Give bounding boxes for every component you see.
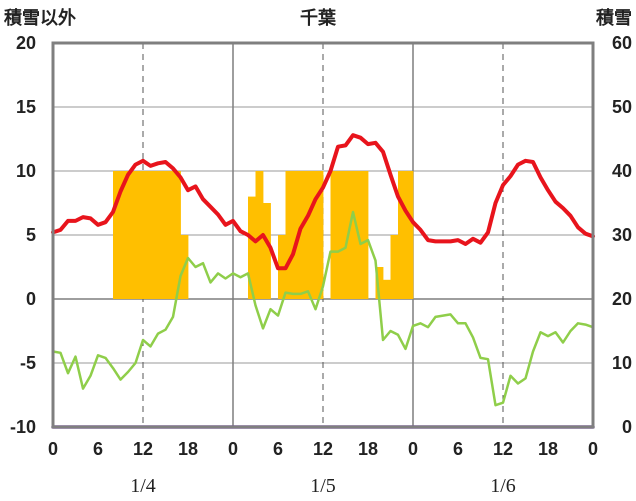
date-label: 1/5 [310,475,336,497]
snow-bar [128,171,136,299]
right-tick-label: 40 [612,161,632,181]
snow-bar [405,171,414,299]
left-tick-label: 0 [26,289,36,309]
snow-bar [360,171,369,299]
snow-bar [255,171,264,299]
snow-bar [398,171,406,299]
snow-bar [150,171,159,299]
x-tick-label: 12 [493,439,513,459]
right-tick-label: 20 [612,289,632,309]
snow-bar [338,171,346,299]
x-tick-label: 18 [358,439,378,459]
left-axis-label: 積雪以外 [3,7,76,28]
right-tick-label: 0 [622,417,632,437]
snow-bar [285,171,294,299]
snow-bars [113,171,414,299]
x-tick-label: 6 [273,439,283,459]
snow-bar [120,171,129,299]
snow-bar [315,171,324,299]
right-tick-label: 10 [612,353,632,373]
snow-bar [300,171,309,299]
right-axis-label: 積雪 [595,7,632,28]
left-tick-label: 15 [16,97,36,117]
snow-bar [165,171,174,299]
snow-bar [158,171,166,299]
series-line-1 [51,210,595,407]
snow-bar [263,203,271,299]
series-line-0 [51,133,595,271]
date-label: 1/6 [490,475,516,497]
snow-bar [375,267,384,299]
x-tick-label: 18 [178,439,198,459]
left-tick-label: 20 [16,33,36,53]
x-tick-label: 12 [313,439,333,459]
snow-bar [353,171,361,299]
right-tick-label: 30 [612,225,632,245]
date-label: 1/4 [130,475,156,497]
left-tick-label: -10 [10,417,36,437]
snow-bar [143,171,151,299]
left-tick-label: -5 [20,353,36,373]
right-tick-label: 50 [612,97,632,117]
snow-bar [330,171,339,299]
left-tick-label: 10 [16,161,36,181]
snow-bar [113,171,121,299]
x-tick-label: 12 [133,439,153,459]
chart-title: 千葉 [300,8,337,28]
x-tick-label: 6 [453,439,463,459]
x-tick-label: 18 [538,439,558,459]
snow-bar [390,235,399,299]
plot-frame [51,41,595,429]
x-tick-label: 0 [228,439,238,459]
snow-bar [135,171,144,299]
snow-bar [173,171,181,299]
snow-bar [383,279,391,299]
left-tick-label: 5 [26,225,36,245]
x-tick-label: 0 [48,439,58,459]
snow-bar [248,196,256,299]
snow-bar [308,171,316,299]
x-tick-label: 0 [588,439,598,459]
right-tick-label: 60 [612,33,632,53]
x-tick-label: 0 [408,439,418,459]
x-tick-label: 6 [93,439,103,459]
